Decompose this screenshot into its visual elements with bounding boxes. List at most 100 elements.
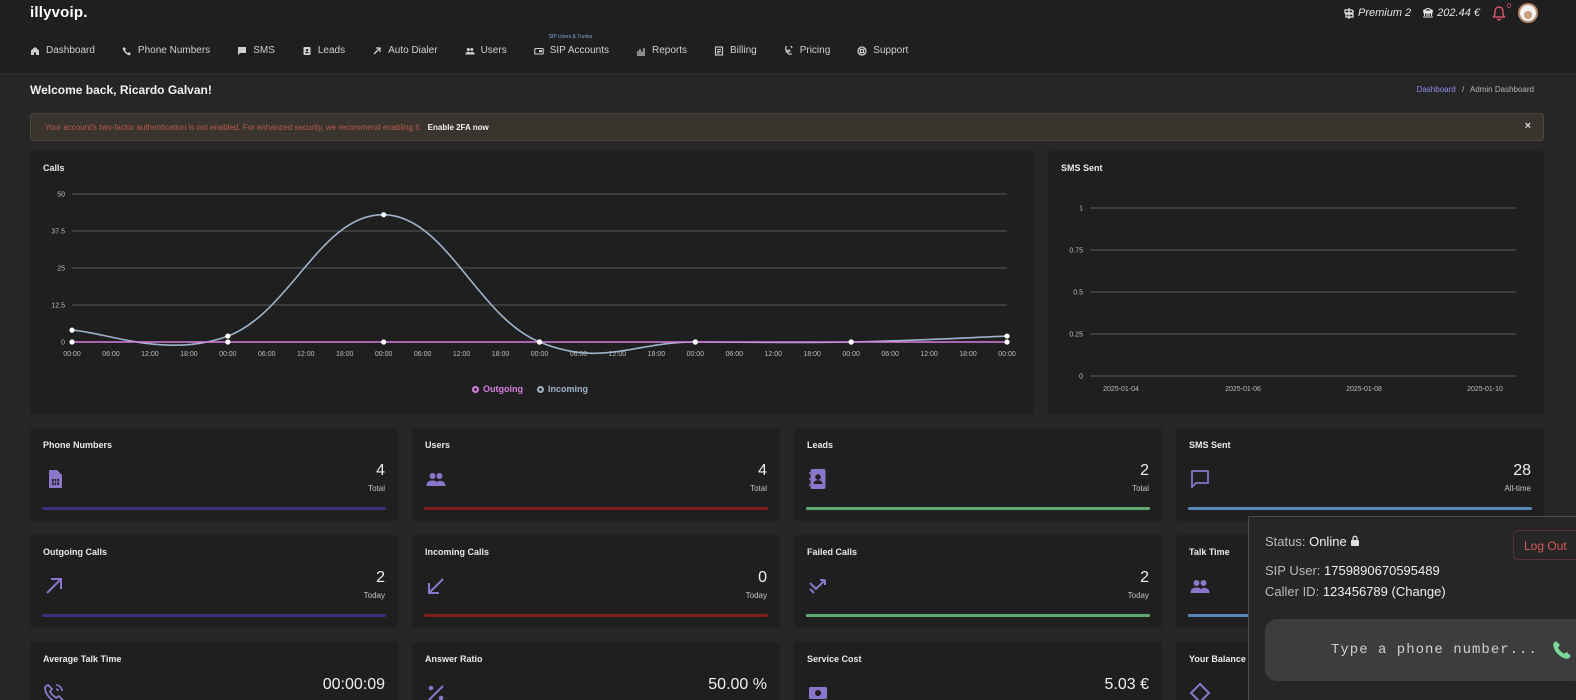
caller-id-line: Caller ID: 123456789 (Change) xyxy=(1265,584,1446,599)
stat-progress-bar xyxy=(424,614,768,617)
incoming-data-point xyxy=(225,333,231,339)
nav-label: Phone Numbers xyxy=(137,45,211,56)
breadcrumb-current: Admin Dashboard xyxy=(1469,85,1534,94)
incoming-series-line xyxy=(71,213,1008,355)
stat-sub: Total xyxy=(1132,484,1149,493)
stat-progress-bar xyxy=(806,507,1150,510)
y-tick-label: 50 xyxy=(57,192,65,199)
sip-user-line: SIP User: 1759890670595489 xyxy=(1265,563,1440,578)
nav-pricing[interactable]: Pricing xyxy=(784,45,830,56)
nav-label: Users xyxy=(480,45,507,56)
y-tick-label: 0 xyxy=(61,340,65,347)
nav-sms[interactable]: SMS xyxy=(237,45,275,56)
x-tick-label: 12:00 xyxy=(141,351,159,358)
legend-incoming[interactable]: Incoming xyxy=(537,384,588,394)
nav-sip-accounts[interactable]: SIP Users & Trunks SIP Accounts xyxy=(533,34,609,56)
bell-icon xyxy=(1492,6,1506,21)
x-tick-label: 12:00 xyxy=(609,351,627,358)
sms-chart-card: SMS Sent 0 0.25 0.5 0.75 1 2025-01-04 2025-01-… xyxy=(1048,151,1544,414)
breadcrumb-separator: / xyxy=(1461,85,1465,94)
stat-sub: Today xyxy=(1127,591,1149,600)
arrow-down-left-icon xyxy=(428,578,444,594)
nav-label: Support xyxy=(873,45,909,56)
stat-sub: Total xyxy=(368,484,385,493)
outgoing-data-point xyxy=(1004,339,1010,345)
home-icon xyxy=(31,46,39,55)
stat-title: Phone Numbers xyxy=(43,440,113,450)
notification-count: 0 xyxy=(1507,3,1511,10)
users-icon xyxy=(465,47,475,54)
stat-value: 2 xyxy=(1140,462,1149,479)
call-button-icon[interactable] xyxy=(1551,639,1573,661)
x-tick-label: 18:00 xyxy=(959,351,977,358)
stat-value: 5.03 € xyxy=(1104,676,1149,693)
nav-sublabel: SIP Users & Trunks xyxy=(548,34,593,40)
x-tick-label: 00:00 xyxy=(998,351,1016,358)
stat-title: SMS Sent xyxy=(1189,440,1231,450)
stat-progress-bar xyxy=(806,614,1150,617)
nav-phone-numbers[interactable]: Phone Numbers xyxy=(122,45,210,56)
plan-indicator[interactable]: Premium 2 xyxy=(1344,7,1411,19)
x-tick-label: 12:00 xyxy=(297,351,315,358)
percent-icon xyxy=(428,685,444,700)
stat-title: Incoming Calls xyxy=(425,547,490,557)
logout-button[interactable]: Log Out xyxy=(1513,530,1576,560)
x-tick-label: 12:00 xyxy=(920,351,938,358)
breadcrumb-link-dashboard[interactable]: Dashboard xyxy=(1416,85,1456,94)
stat-card: Incoming Calls 0 Today xyxy=(412,535,780,628)
stat-value: 0 xyxy=(758,569,767,586)
avatar[interactable] xyxy=(1518,3,1538,23)
phone-number-input[interactable] xyxy=(1265,619,1555,681)
logo[interactable]: illyvoip. xyxy=(30,4,88,21)
x-tick-label: 06:00 xyxy=(102,351,120,358)
nav-label: Auto Dialer xyxy=(388,45,438,56)
bar-chart-icon xyxy=(637,47,645,56)
nav-label: SIP Accounts xyxy=(549,45,609,56)
signpost-icon xyxy=(1344,7,1354,19)
top-header: illyvoip. Premium 2 202.44 € 0 Dashboard… xyxy=(0,0,1576,74)
stat-card: Outgoing Calls 2 Today xyxy=(30,535,398,628)
header-status-area: Premium 2 202.44 € 0 xyxy=(1344,3,1538,23)
y-tick-label: 0.75 xyxy=(1069,248,1083,255)
enable-2fa-link[interactable]: Enable 2FA now xyxy=(427,123,489,132)
notifications-button[interactable]: 0 xyxy=(1492,3,1511,21)
nav-leads[interactable]: Leads xyxy=(302,45,345,56)
legend-outgoing[interactable]: Outgoing xyxy=(472,384,523,394)
sip-icon xyxy=(533,47,544,55)
stat-sub: Total xyxy=(750,484,767,493)
softphone-widget: Status: Online Log Out SIP User: 1759890… xyxy=(1248,516,1576,700)
y-tick-label: 0 xyxy=(1079,374,1083,381)
twofa-alert: Your account's two-factor authentication… xyxy=(30,113,1544,141)
nav-users[interactable]: Users xyxy=(465,45,507,56)
outgoing-data-point xyxy=(692,339,698,345)
legend-label: Outgoing xyxy=(483,384,523,394)
x-tick-label: 06:00 xyxy=(570,351,588,358)
nav-label: SMS xyxy=(253,45,275,56)
page-title: Welcome back, Ricardo Galvan! xyxy=(30,83,212,97)
balance-indicator[interactable]: 202.44 € xyxy=(1423,7,1480,19)
nav-dashboard[interactable]: Dashboard xyxy=(30,45,95,56)
nav-auto-dialer[interactable]: Auto Dialer xyxy=(372,45,438,56)
stat-value: 2 xyxy=(376,569,385,586)
caller-id-value[interactable]: 123456789 (Change) xyxy=(1322,584,1446,599)
arrow-up-right-icon xyxy=(373,46,381,54)
x-tick-label: 18:00 xyxy=(803,351,821,358)
stat-progress-bar xyxy=(1188,507,1532,510)
caller-id-label: Caller ID: xyxy=(1265,584,1320,599)
lifebuoy-icon xyxy=(857,45,867,56)
close-icon[interactable]: × xyxy=(1524,120,1531,132)
alert-message: Your account's two-factor authentication… xyxy=(45,123,489,132)
status-line: Status: Online xyxy=(1265,534,1360,549)
contact-book-icon xyxy=(303,46,311,55)
outgoing-data-point xyxy=(225,339,231,345)
phone-call-icon xyxy=(44,683,65,700)
nav-label: Leads xyxy=(317,45,346,56)
nav-support[interactable]: Support xyxy=(857,45,908,56)
nav-reports[interactable]: Reports xyxy=(636,45,687,56)
stat-value: 4 xyxy=(376,462,385,479)
x-tick-label: 2025-01-10 xyxy=(1467,386,1503,393)
nav-billing[interactable]: Billing xyxy=(714,45,757,56)
stat-title: Failed Calls xyxy=(807,547,858,557)
x-tick-label: 00:00 xyxy=(219,351,237,358)
calls-chart: 0 12.5 25 37.5 50 00:00 06:00 12:00 18:00 00:00 06… xyxy=(51,192,1016,359)
